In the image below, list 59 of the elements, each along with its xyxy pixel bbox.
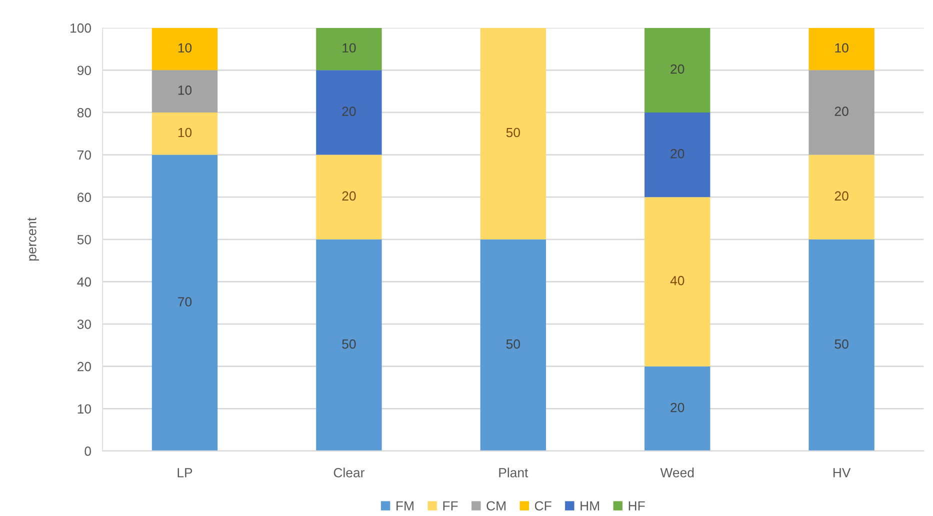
bar (808, 154, 874, 240)
bar (152, 28, 218, 70)
y-tick-label: 20 (78, 362, 92, 372)
x-tick-label: Clear (334, 468, 364, 478)
legend-label: FF (443, 501, 458, 510)
legend-label: CF (534, 501, 552, 511)
y-tick-label: 10 (78, 404, 92, 414)
x-tick-label: Weed (660, 468, 694, 478)
data-label: 20 (834, 191, 848, 201)
bar (808, 28, 874, 70)
y-axis-title: percent (28, 218, 39, 261)
data-label: 20 (834, 106, 848, 116)
data-label: 10 (342, 43, 356, 53)
y-tick-label: 50 (77, 234, 92, 244)
data-label: 50 (342, 339, 356, 349)
y-tick-label: 70 (78, 150, 92, 160)
legend-label: CM (486, 501, 506, 511)
x-tick-label: Plant (499, 468, 528, 478)
data-label: 20 (342, 191, 356, 201)
data-label: 20 (670, 149, 684, 158)
data-label: 10 (835, 43, 848, 53)
y-tick-label: 60 (78, 192, 92, 202)
bar (316, 28, 382, 70)
bar (152, 112, 218, 155)
y-tick-label: 30 (77, 320, 92, 329)
bar (644, 197, 710, 366)
data-label: 50 (834, 339, 848, 349)
y-tick-label: 90 (77, 66, 92, 76)
y-tick-label: 0 (84, 446, 92, 456)
data-label: 10 (178, 128, 192, 138)
bar (480, 28, 546, 240)
bar (808, 239, 874, 451)
x-tick-label: LP (178, 468, 192, 478)
bar (480, 239, 546, 451)
bar (152, 154, 218, 451)
legend-label: HM (580, 501, 599, 510)
bar (644, 112, 710, 198)
bar (808, 70, 874, 155)
data-label: 50 (506, 339, 520, 349)
data-label: 20 (670, 64, 684, 74)
data-label: 70 (178, 297, 192, 306)
y-tick-label: 100 (70, 23, 92, 33)
data-label: 10 (178, 86, 192, 95)
data-label: 40 (670, 276, 684, 286)
bar (316, 239, 382, 451)
bar (152, 70, 218, 112)
legend-label: FM (396, 501, 414, 510)
bar (644, 366, 710, 451)
legend-label: HF (628, 501, 645, 510)
data-label: 20 (670, 402, 684, 412)
x-tick-label: HV (833, 468, 851, 478)
data-label: 10 (178, 43, 192, 53)
y-tick-label: 80 (77, 108, 92, 118)
bar (316, 154, 382, 240)
bar (316, 70, 382, 155)
bar (644, 28, 710, 112)
data-label: 20 (342, 106, 356, 116)
y-tick-label: 40 (77, 277, 92, 287)
data-label: 50 (506, 128, 520, 138)
